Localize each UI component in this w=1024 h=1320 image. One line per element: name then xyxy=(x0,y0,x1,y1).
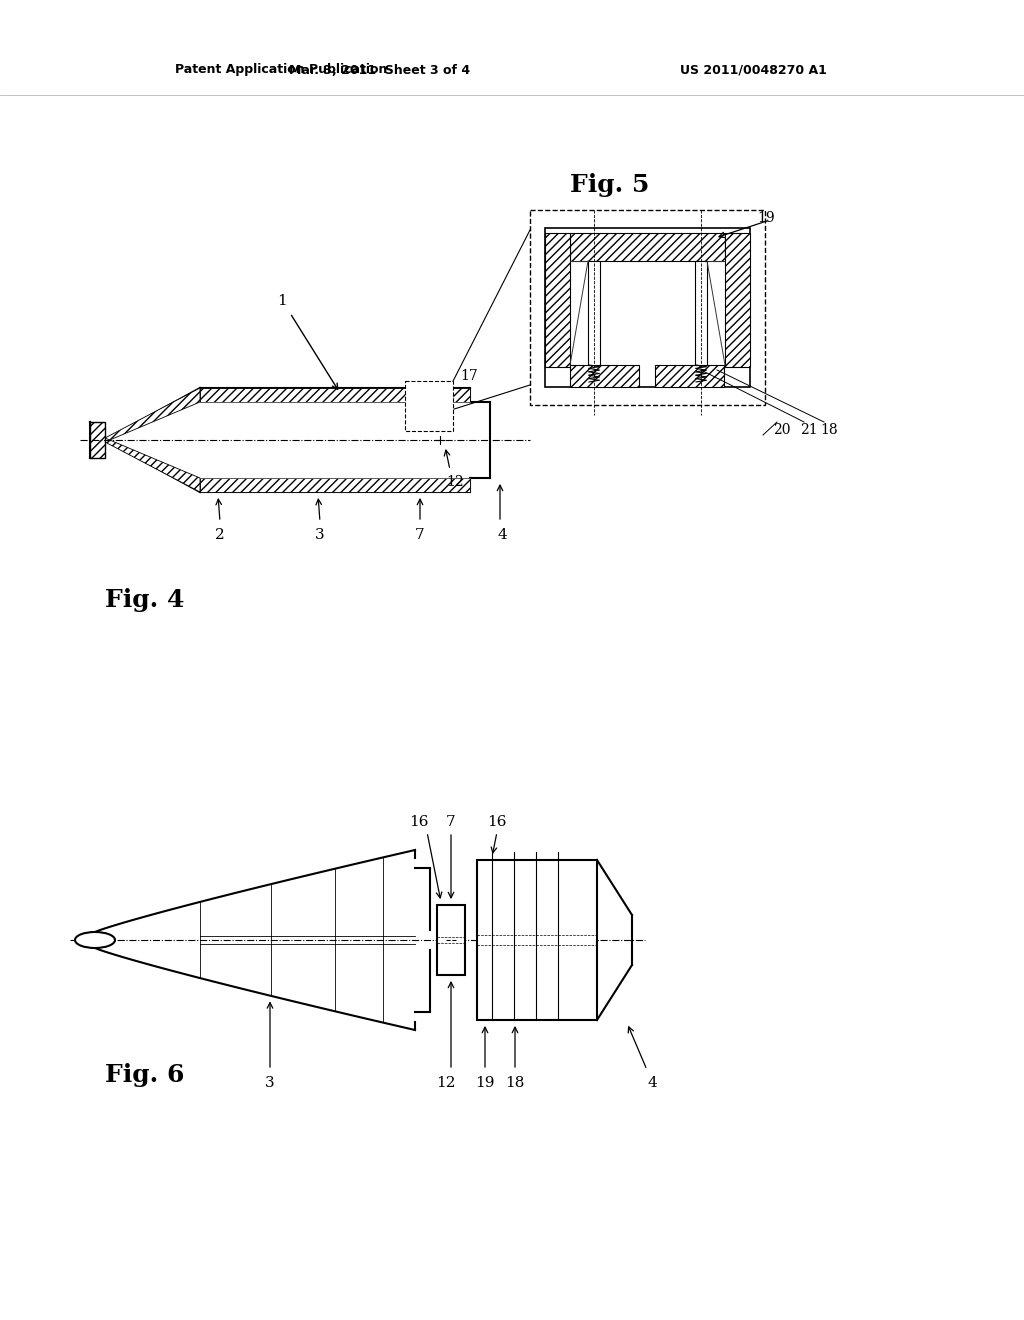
Polygon shape xyxy=(530,210,765,405)
Polygon shape xyxy=(200,478,470,492)
Text: 21: 21 xyxy=(800,422,817,437)
Text: Fig. 5: Fig. 5 xyxy=(570,173,649,197)
Polygon shape xyxy=(430,393,440,408)
Text: 3: 3 xyxy=(265,1076,274,1090)
Text: 20: 20 xyxy=(773,422,791,437)
Polygon shape xyxy=(105,438,200,492)
Text: 4: 4 xyxy=(497,528,507,543)
Text: 17: 17 xyxy=(460,370,478,383)
Polygon shape xyxy=(570,234,725,261)
Polygon shape xyxy=(588,261,600,366)
Text: 7: 7 xyxy=(415,528,425,543)
Text: 19: 19 xyxy=(757,211,774,224)
Polygon shape xyxy=(90,422,105,458)
Polygon shape xyxy=(695,261,707,366)
Text: 19: 19 xyxy=(475,1076,495,1090)
Text: US 2011/0048270 A1: US 2011/0048270 A1 xyxy=(680,63,826,77)
Polygon shape xyxy=(406,381,453,432)
Text: Patent Application Publication: Patent Application Publication xyxy=(175,63,387,77)
Text: 1: 1 xyxy=(278,294,287,308)
Text: Mar. 3, 2011  Sheet 3 of 4: Mar. 3, 2011 Sheet 3 of 4 xyxy=(290,63,471,77)
Text: 7: 7 xyxy=(446,814,456,829)
Polygon shape xyxy=(105,388,200,442)
Text: Fig. 6: Fig. 6 xyxy=(105,1063,184,1086)
Text: 18: 18 xyxy=(505,1076,524,1090)
Text: 12: 12 xyxy=(446,475,464,488)
Text: 2: 2 xyxy=(215,528,225,543)
Text: 18: 18 xyxy=(820,422,838,437)
Text: 16: 16 xyxy=(487,814,507,829)
Polygon shape xyxy=(437,906,465,975)
Polygon shape xyxy=(200,388,470,403)
Polygon shape xyxy=(477,861,597,1020)
Polygon shape xyxy=(418,393,428,408)
Text: 3: 3 xyxy=(315,528,325,543)
Polygon shape xyxy=(545,234,570,367)
Text: 16: 16 xyxy=(410,814,429,829)
Polygon shape xyxy=(570,366,639,387)
Polygon shape xyxy=(410,385,449,416)
Text: 12: 12 xyxy=(436,1076,456,1090)
Text: 4: 4 xyxy=(647,1076,656,1090)
Polygon shape xyxy=(725,234,750,367)
Ellipse shape xyxy=(75,932,115,948)
Polygon shape xyxy=(655,366,724,387)
Text: Fig. 4: Fig. 4 xyxy=(105,587,184,612)
Polygon shape xyxy=(545,228,750,387)
